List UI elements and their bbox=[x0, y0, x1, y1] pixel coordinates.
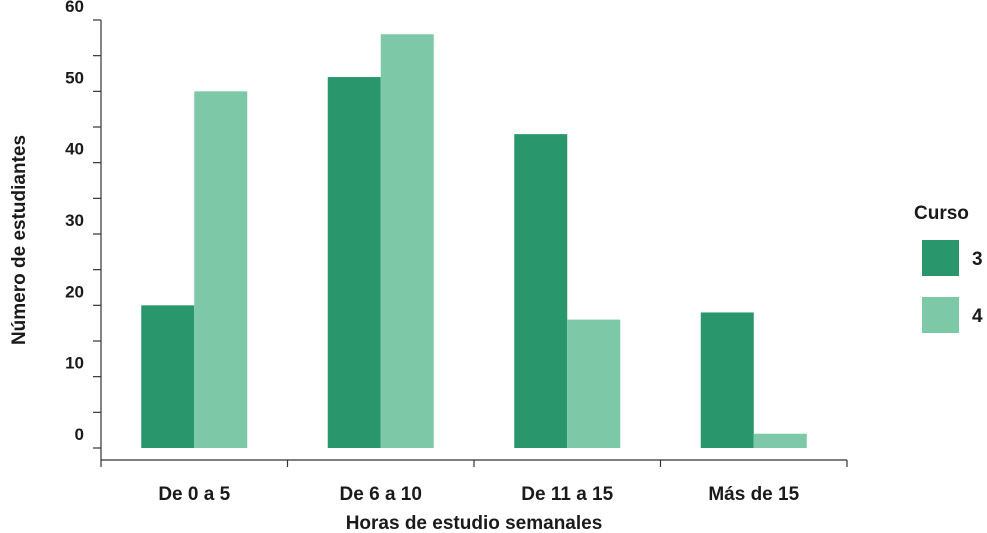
y-axis: 0 10 20 30 40 50 60 bbox=[65, 0, 102, 460]
y-tick-label: 10 bbox=[65, 354, 84, 373]
legend-label-4: 4 bbox=[972, 306, 983, 327]
y-axis-title: Número de estudiantes bbox=[9, 135, 30, 345]
x-tick-label: Más de 15 bbox=[708, 484, 799, 505]
bar-curso-3-3 bbox=[514, 134, 568, 448]
legend-swatch-3 bbox=[922, 240, 959, 276]
legend: Curso 3 4 bbox=[914, 203, 983, 333]
x-axis: De 0 a 5 De 6 a 10 De 11 a 15 Más de 15 bbox=[100, 459, 848, 505]
y-tick-label: 0 bbox=[75, 425, 84, 444]
y-tick-label: 60 bbox=[65, 0, 84, 16]
bar-curso-4-2 bbox=[380, 34, 434, 449]
bar-curso-3-2 bbox=[327, 77, 381, 449]
bar-curso-4-4 bbox=[753, 433, 807, 448]
bars bbox=[141, 34, 807, 449]
y-tick-label: 50 bbox=[65, 68, 84, 87]
x-tick-label: De 11 a 15 bbox=[521, 484, 613, 505]
bar-curso-3-4 bbox=[700, 312, 754, 448]
bar-curso-4-3 bbox=[567, 319, 621, 448]
bar-curso-4-1 bbox=[194, 91, 248, 448]
x-tick-label: De 0 a 5 bbox=[158, 484, 230, 505]
legend-title: Curso bbox=[914, 203, 969, 224]
x-axis-title: Horas de estudio semanales bbox=[346, 513, 603, 533]
y-tick-label: 20 bbox=[65, 282, 84, 301]
legend-label-3: 3 bbox=[972, 249, 983, 270]
bar-curso-3-1 bbox=[141, 305, 195, 448]
y-tick-label: 40 bbox=[65, 140, 84, 159]
y-tick-label: 30 bbox=[65, 211, 84, 230]
legend-swatch-4 bbox=[922, 297, 959, 333]
x-tick-label: De 6 a 10 bbox=[340, 484, 422, 505]
